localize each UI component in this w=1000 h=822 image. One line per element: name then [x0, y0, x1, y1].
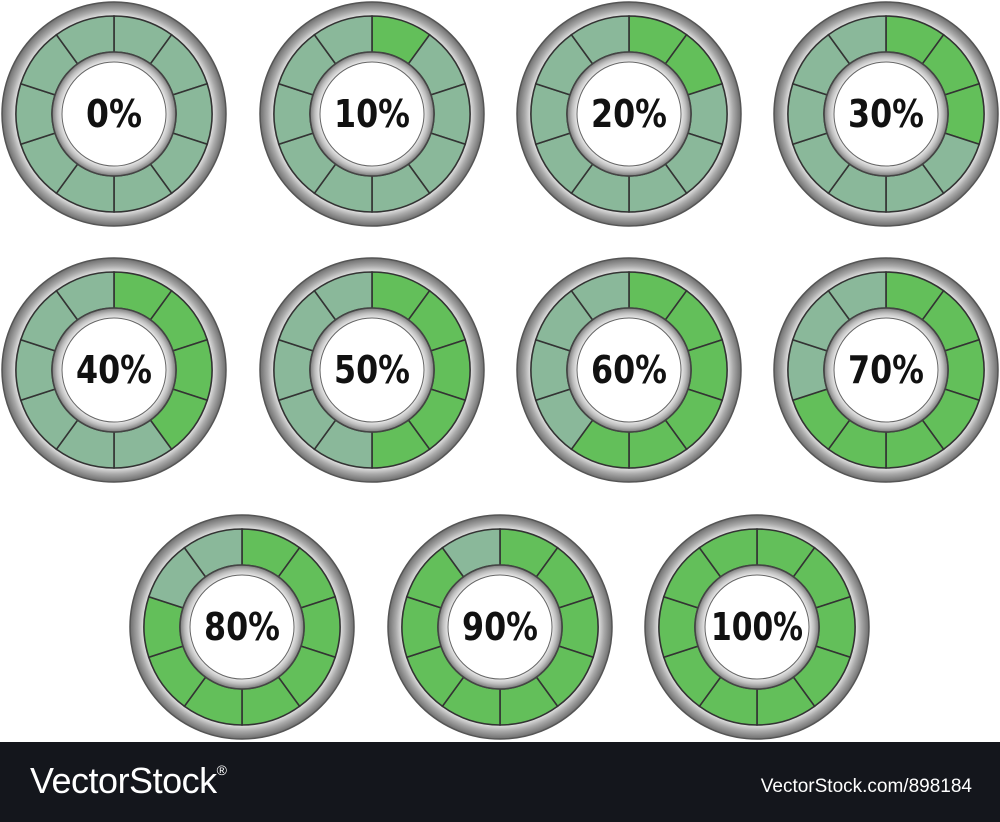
gauge-percent-label: 90% [462, 605, 538, 649]
progress-gauge: 90% [387, 514, 613, 740]
gauge-percent-label: 70% [848, 348, 924, 392]
gauge-percent-label: 20% [591, 92, 667, 136]
gauge-center [704, 574, 810, 680]
brand-logo: VectorStock® [30, 760, 227, 802]
gauge-percent-label: 100% [711, 605, 803, 649]
gauge-center [319, 317, 425, 423]
gauge-center [189, 574, 295, 680]
gauge-percent-label: 60% [591, 348, 667, 392]
progress-gauge: 70% [773, 257, 999, 483]
progress-gauge: 10% [259, 1, 485, 227]
gauge-center [833, 317, 939, 423]
gauge-center [61, 317, 167, 423]
gauge-grid: 0% 10% 20% 30% 40% 50% 60% 70% 80% 90% 100% [1, 1, 999, 740]
gauge-center [319, 61, 425, 167]
progress-gauge: 50% [259, 257, 485, 483]
gauge-center [61, 61, 167, 167]
progress-gauge: 80% [129, 514, 355, 740]
gauge-percent-label: 10% [334, 92, 410, 136]
gauge-percent-label: 50% [334, 348, 410, 392]
progress-gauge: 60% [516, 257, 742, 483]
progress-gauge: 20% [516, 1, 742, 227]
brand-text: VectorStock [30, 760, 217, 801]
gauge-center [576, 61, 682, 167]
progress-gauge: 30% [773, 1, 999, 227]
progress-gauge: 100% [644, 514, 870, 740]
footer-bar: VectorStock® VectorStock.com/898184 [0, 742, 1000, 822]
gauge-percent-label: 40% [76, 348, 152, 392]
gauge-center [576, 317, 682, 423]
gauge-percent-label: 80% [204, 605, 280, 649]
gauge-percent-label: 30% [848, 92, 924, 136]
trademark-mark: ® [216, 762, 227, 778]
gauge-percent-label: 0% [86, 92, 142, 136]
image-credit: VectorStock.com/898184 [760, 776, 972, 797]
gauge-center [833, 61, 939, 167]
progress-gauge: 0% [1, 1, 227, 227]
progress-gauge: 40% [1, 257, 227, 483]
gauge-center [447, 574, 553, 680]
